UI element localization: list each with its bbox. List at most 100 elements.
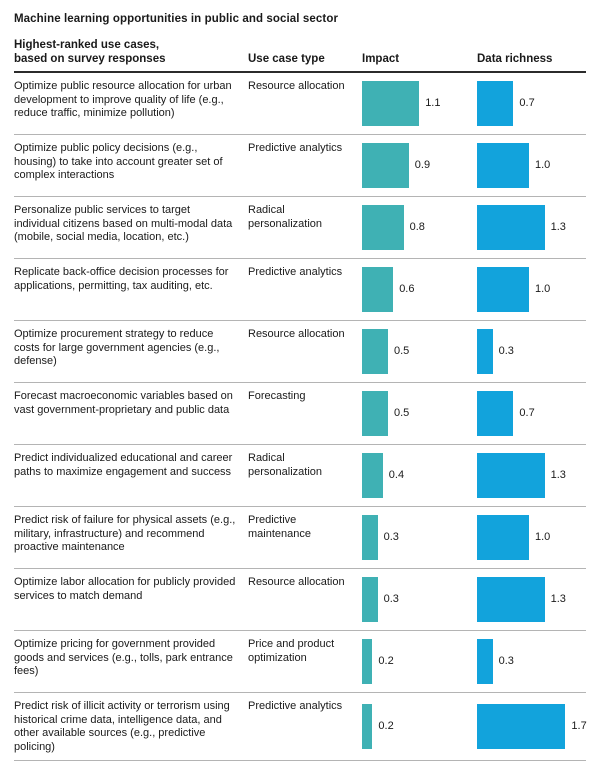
impact-bar xyxy=(362,81,420,126)
data-richness-bar xyxy=(477,577,545,622)
table-header: Highest-ranked use cases, based on surve… xyxy=(14,38,586,73)
column-header-impact: Impact xyxy=(362,53,400,65)
data-richness-bar xyxy=(477,143,529,188)
use-case-type: Resource allocation xyxy=(248,576,345,588)
impact-bar-cell: 0.6 xyxy=(362,259,477,320)
data-richness-bar-cell: 0.7 xyxy=(477,73,586,134)
impact-bar xyxy=(362,639,373,684)
data-richness-value: 0.3 xyxy=(498,654,514,667)
table-row: Optimize labor allocation for publicly p… xyxy=(14,569,586,631)
table-row: Optimize public resource allocation for … xyxy=(14,73,586,135)
use-case-type: Predictive analytics xyxy=(248,142,343,154)
impact-value: 0.3 xyxy=(383,530,399,543)
use-case-text: Replicate back-office decision processes… xyxy=(14,266,229,292)
data-richness-value: 0.3 xyxy=(498,344,514,357)
data-richness-bar-cell: 1.7 xyxy=(477,693,587,760)
table-row: Predict risk of failure for physical ass… xyxy=(14,507,586,569)
impact-value: 0.2 xyxy=(378,719,394,732)
use-case-type: Predictive maintenance xyxy=(248,514,311,540)
impact-bar xyxy=(362,704,373,749)
data-richness-bar-cell: 1.3 xyxy=(477,569,586,630)
data-richness-bar-cell: 0.3 xyxy=(477,631,586,692)
table-row: Optimize procurement strategy to reduce … xyxy=(14,321,586,383)
table-row: Personalize public services to target in… xyxy=(14,197,586,259)
impact-value: 0.6 xyxy=(399,282,415,295)
data-richness-bar xyxy=(477,391,514,436)
data-richness-bar xyxy=(477,453,545,498)
data-richness-value: 1.0 xyxy=(535,530,551,543)
use-case-type: Predictive analytics xyxy=(248,266,343,278)
table-row: Forecast macroeconomic variables based o… xyxy=(14,383,586,445)
use-case-type: Price and product optimization xyxy=(248,638,335,664)
impact-bar-cell: 0.2 xyxy=(362,631,477,692)
impact-bar-cell: 0.3 xyxy=(362,569,477,630)
impact-bar xyxy=(362,267,394,312)
table-row: Predict individualized educational and c… xyxy=(14,445,586,507)
column-header-data-richness: Data richness xyxy=(477,53,553,65)
data-richness-value: 0.7 xyxy=(519,96,535,109)
data-richness-bar-cell: 0.7 xyxy=(477,383,586,444)
chart-title: Machine learning opportunities in public… xyxy=(14,13,339,25)
data-richness-value: 1.0 xyxy=(535,282,551,295)
impact-value: 1.1 xyxy=(425,96,441,109)
data-richness-value: 1.3 xyxy=(550,468,566,481)
use-case-text: Personalize public services to target in… xyxy=(14,204,233,243)
use-case-text: Predict risk of failure for physical ass… xyxy=(14,514,236,553)
impact-bar-cell: 1.1 xyxy=(362,73,477,134)
table-row: Optimize pricing for government provided… xyxy=(14,631,586,693)
impact-bar-cell: 0.5 xyxy=(362,383,477,444)
use-case-type: Forecasting xyxy=(248,390,306,402)
impact-bar xyxy=(362,453,383,498)
impact-bar xyxy=(362,391,388,436)
data-richness-bar-cell: 1.0 xyxy=(477,259,586,320)
use-case-text: Optimize public resource allocation for … xyxy=(14,80,232,119)
impact-bar-cell: 0.9 xyxy=(362,135,477,196)
impact-bar-cell: 0.2 xyxy=(362,693,477,760)
impact-value: 0.8 xyxy=(409,220,425,233)
impact-value: 0.5 xyxy=(394,406,410,419)
use-case-type: Resource allocation xyxy=(248,328,345,340)
impact-bar xyxy=(362,577,378,622)
use-case-text: Optimize procurement strategy to reduce … xyxy=(14,328,220,367)
data-richness-bar xyxy=(477,639,493,684)
impact-bar-cell: 0.4 xyxy=(362,445,477,506)
data-richness-bar xyxy=(477,81,514,126)
data-richness-bar xyxy=(477,704,566,749)
column-header-use-cases: Highest-ranked use cases, based on surve… xyxy=(14,38,248,66)
data-richness-bar xyxy=(477,267,529,312)
use-case-type: Predictive analytics xyxy=(248,700,343,712)
table-row: Predict risk of illicit activity or terr… xyxy=(14,693,587,761)
data-richness-bar xyxy=(477,515,529,560)
impact-bar-cell: 0.5 xyxy=(362,321,477,382)
use-case-text: Forecast macroeconomic variables based o… xyxy=(14,390,233,416)
use-case-text: Optimize labor allocation for publicly p… xyxy=(14,576,236,602)
use-case-text: Optimize pricing for government provided… xyxy=(14,638,233,677)
use-case-text: Predict individualized educational and c… xyxy=(14,452,233,478)
data-richness-value: 0.7 xyxy=(519,406,535,419)
use-case-text: Optimize public policy decisions (e.g., … xyxy=(14,142,223,181)
impact-value: 0.9 xyxy=(414,158,431,171)
data-richness-bar-cell: 1.3 xyxy=(477,197,586,258)
impact-bar xyxy=(362,329,388,374)
data-richness-bar-cell: 1.3 xyxy=(477,445,586,506)
impact-value: 0.2 xyxy=(378,654,394,667)
column-header-use-case-type: Use case type xyxy=(248,53,325,65)
data-richness-value: 1.7 xyxy=(571,719,587,732)
table-body: Optimize public resource allocation for … xyxy=(14,73,587,761)
data-richness-bar-cell: 1.0 xyxy=(477,135,586,196)
table-row: Optimize public policy decisions (e.g., … xyxy=(14,135,586,197)
impact-bar-cell: 0.8 xyxy=(362,197,477,258)
data-richness-value: 1.0 xyxy=(535,158,551,171)
impact-bar xyxy=(362,143,409,188)
use-cases-header-line2: based on survey responses xyxy=(14,53,166,65)
data-richness-value: 1.3 xyxy=(550,592,566,605)
impact-bar xyxy=(362,515,378,560)
data-richness-bar-cell: 1.0 xyxy=(477,507,586,568)
impact-value: 0.3 xyxy=(383,592,399,605)
data-richness-bar xyxy=(477,205,545,250)
use-case-type: Resource allocation xyxy=(248,80,345,92)
impact-value: 0.5 xyxy=(394,344,410,357)
data-richness-bar xyxy=(477,329,493,374)
impact-bar-cell: 0.3 xyxy=(362,507,477,568)
